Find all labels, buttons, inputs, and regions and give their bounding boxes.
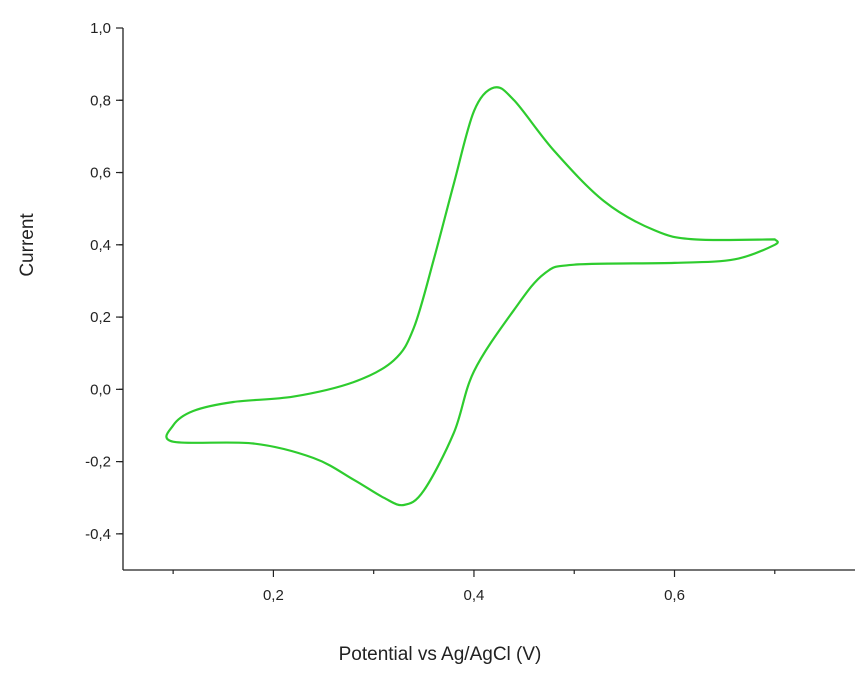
- x-axis-title: Potential vs Ag/AgCl (V): [339, 644, 542, 665]
- x-ticks: 0,2 0,4 0,6: [172, 570, 776, 604]
- y-tick-label: 0,2: [90, 309, 111, 326]
- y-tick-label: 0,4: [90, 237, 111, 254]
- y-tick-label: 0,8: [90, 92, 111, 109]
- y-tick-label: -0,4: [85, 526, 111, 543]
- plot-area: 1,0 0,8 0,6 0,4 0,2 0,0 -0,2 -0,4 0,2 0,4 0,6: [85, 20, 855, 604]
- x-tick-label: 0,4: [464, 587, 485, 604]
- y-tick-label: -0,2: [85, 454, 111, 471]
- y-axis-title: Current: [17, 213, 38, 277]
- x-tick-label: 0,6: [664, 587, 685, 604]
- y-tick-label: 0,0: [90, 381, 111, 398]
- y-tick-label: 1,0: [90, 20, 111, 37]
- x-tick-label: 0,2: [263, 587, 284, 604]
- series-curve: [165, 86, 779, 507]
- y-ticks: 1,0 0,8 0,6 0,4 0,2 0,0 -0,2 -0,4: [85, 20, 123, 543]
- y-tick-label: 0,6: [90, 165, 111, 182]
